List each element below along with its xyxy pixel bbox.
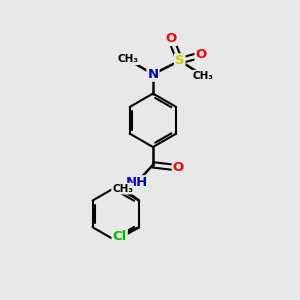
Text: CH₃: CH₃ xyxy=(112,184,133,194)
Text: O: O xyxy=(165,32,176,45)
Text: NH: NH xyxy=(125,176,148,189)
Text: CH₃: CH₃ xyxy=(117,54,138,64)
Text: CH₃: CH₃ xyxy=(193,71,214,81)
Text: N: N xyxy=(147,68,158,81)
Text: Cl: Cl xyxy=(112,230,127,243)
Text: S: S xyxy=(175,54,184,67)
Text: O: O xyxy=(196,48,207,62)
Text: O: O xyxy=(172,161,184,174)
